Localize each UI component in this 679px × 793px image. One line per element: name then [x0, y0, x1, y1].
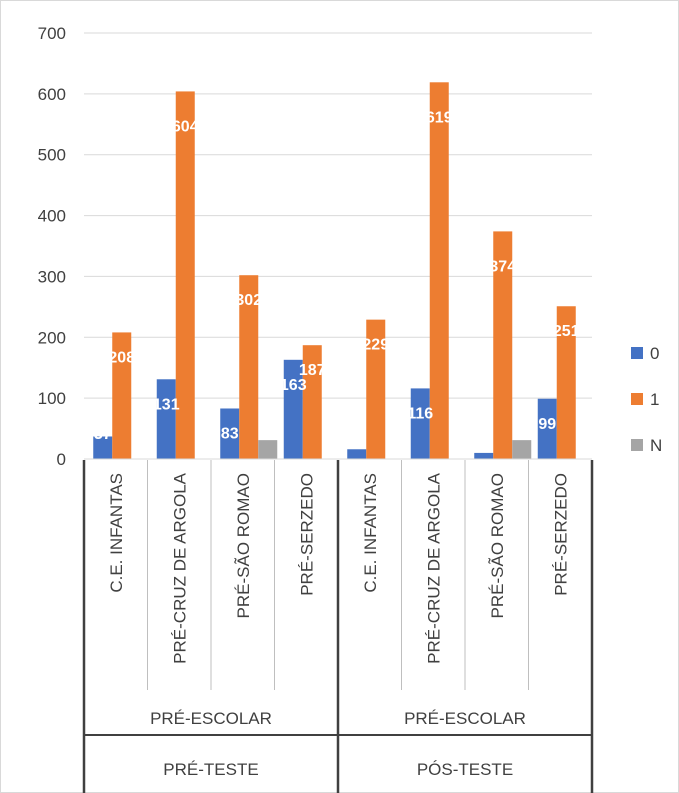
- category-label: C.E. INFANTAS: [107, 473, 126, 593]
- phase-label: PRÉ-TESTE: [163, 760, 258, 779]
- legend-label: N: [650, 436, 662, 455]
- legend: 0 1 N: [631, 344, 662, 455]
- y-tick-label: 200: [38, 328, 66, 347]
- y-tick-label: 400: [38, 207, 66, 226]
- legend-label: 1: [650, 390, 659, 409]
- bar-series-1: [239, 275, 259, 459]
- category-label: PRÉ-SÃO ROMAO: [234, 473, 253, 618]
- bar-series-1: [429, 82, 449, 460]
- y-tick-label: 300: [38, 267, 66, 286]
- bar-series-0: [283, 359, 303, 459]
- level-label: PRÉ-ESCOLAR: [150, 709, 272, 728]
- data-label: 604: [172, 118, 199, 135]
- y-tick-label: 700: [38, 24, 66, 43]
- bar-series-1: [493, 231, 513, 459]
- bar-series-1: [112, 332, 132, 459]
- data-labels: 37 131 83 163 1 116 10 99 208 604 302 187 229 619 374 2…: [94, 109, 580, 443]
- data-label: 163: [280, 377, 307, 394]
- bar-series-1: [366, 319, 386, 459]
- category-label: PRÉ-CRUZ DE ARGOLA: [424, 472, 443, 663]
- category-label: C.E. INFANTAS: [361, 473, 380, 593]
- data-label: 619: [426, 109, 453, 126]
- data-label: 116: [407, 405, 433, 422]
- data-label: 208: [108, 349, 135, 366]
- legend-swatch: [631, 439, 643, 451]
- bar-series-0: [93, 436, 113, 459]
- level-label: PRÉ-ESCOLAR: [404, 709, 526, 728]
- bar-series-0: [156, 379, 176, 459]
- bar-series-0: [537, 398, 557, 459]
- y-tick-label: 500: [38, 146, 66, 165]
- data-label: 131: [153, 396, 180, 413]
- legend-swatch: [631, 347, 643, 359]
- phase-label: PÓS-TESTE: [417, 760, 513, 779]
- bar-series-1: [556, 306, 576, 459]
- data-label: 251: [553, 323, 580, 340]
- bar-series-1: [175, 91, 195, 460]
- bar-series-N: [258, 440, 278, 459]
- category-label: PRÉ-CRUZ DE ARGOLA: [170, 472, 189, 663]
- y-axis-ticks: 0 100 200 300 400 500 600 700: [38, 24, 66, 469]
- data-label: 10: [475, 426, 493, 443]
- category-label: PRÉ-SÃO ROMAO: [488, 473, 507, 618]
- bar-series-0: [347, 449, 367, 459]
- data-label: 31: [513, 426, 531, 443]
- category-label: PRÉ-SERZEDO: [551, 473, 570, 596]
- data-label: 31: [259, 426, 277, 443]
- data-label: 37: [94, 426, 112, 443]
- bars: [93, 82, 576, 460]
- bar-series-1: [302, 345, 322, 459]
- legend-swatch: [631, 393, 643, 405]
- data-label: 1: [352, 426, 361, 443]
- data-label: 302: [235, 292, 262, 309]
- legend-label: 0: [650, 344, 659, 363]
- data-label: 83: [221, 425, 239, 442]
- bar-series-0: [220, 408, 240, 459]
- x-axis: C.E. INFANTAS PRÉ-CRUZ DE ARGOLA PRÉ-SÃO R…: [82, 458, 594, 793]
- y-tick-label: 0: [57, 450, 66, 469]
- data-label: 99: [538, 416, 556, 433]
- bar-series-N: [512, 440, 532, 459]
- category-label: PRÉ-SERZEDO: [297, 473, 316, 596]
- bar-series-0: [474, 452, 494, 459]
- y-tick-label: 600: [38, 85, 66, 104]
- data-label: 187: [299, 362, 326, 379]
- y-tick-label: 100: [38, 389, 66, 408]
- data-label: 229: [362, 337, 389, 354]
- data-label: 374: [489, 258, 516, 275]
- bar-series-0: [410, 388, 430, 459]
